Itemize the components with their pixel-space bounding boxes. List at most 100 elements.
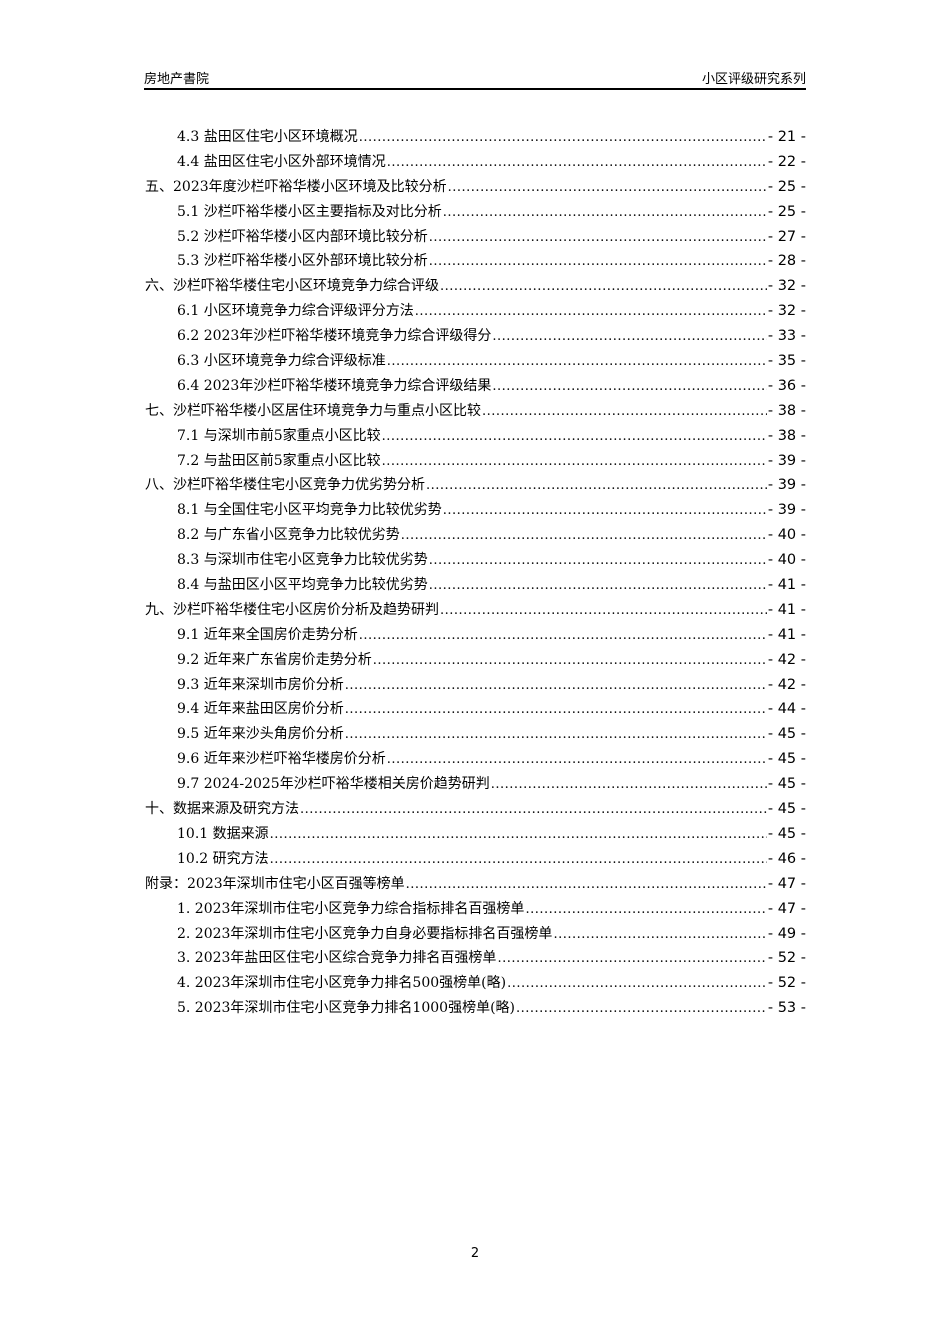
toc-entry-page: - 45 - <box>767 825 806 842</box>
toc-entry[interactable]: 5.3 沙栏吓裕华楼小区外部环境比较分析 - 28 - <box>145 250 806 275</box>
toc-entry[interactable]: 10.1 数据来源 - 45 - <box>145 823 806 848</box>
toc-entry-label: 2. 2023年深圳市住宅小区竞争力自身必要指标排名百强榜单 <box>177 925 553 942</box>
toc-entry[interactable]: 七、沙栏吓裕华楼小区居住环境竞争力与重点小区比较 - 38 - <box>145 400 806 425</box>
dot-leader <box>300 799 767 821</box>
toc-entry-label: 6.2 2023年沙栏吓裕华楼环境竞争力综合评级得分 <box>177 328 492 345</box>
toc-entry[interactable]: 4.3 盐田区住宅小区环境概况 - 21 - <box>145 126 806 151</box>
toc-entry-label: 9.7 2024-2025年沙栏吓裕华楼相关房价趋势研判 <box>177 776 490 793</box>
toc-entry-page: - 45 - <box>767 776 806 793</box>
toc-entry[interactable]: 6.2 2023年沙栏吓裕华楼环境竞争力综合评级得分 - 33 - <box>145 325 806 350</box>
dot-leader <box>415 301 767 323</box>
dot-leader <box>359 127 767 149</box>
table-of-contents: 4.3 盐田区住宅小区环境概况 - 21 - 4.4 盐田区住宅小区外部环境情况 - … <box>145 126 806 1022</box>
toc-entry[interactable]: 2. 2023年深圳市住宅小区竞争力自身必要指标排名百强榜单 - 49 - <box>145 923 806 948</box>
toc-entry[interactable]: 六、沙栏吓裕华楼住宅小区环境竞争力综合评级 - 32 - <box>145 275 806 300</box>
toc-entry[interactable]: 附录：2023年深圳市住宅小区百强等榜单 - 47 - <box>145 873 806 898</box>
toc-entry-page: - 47 - <box>767 900 806 917</box>
dot-leader <box>491 774 767 796</box>
toc-entry[interactable]: 9.7 2024-2025年沙栏吓裕华楼相关房价趋势研判 - 45 - <box>145 773 806 798</box>
dot-leader <box>429 227 767 249</box>
dot-leader <box>373 650 767 672</box>
dot-leader <box>443 202 767 224</box>
toc-entry[interactable]: 五、2023年度沙栏吓裕华楼小区环境及比较分析 - 25 - <box>145 176 806 201</box>
dot-leader <box>382 451 767 473</box>
toc-entry[interactable]: 9.4 近年来盐田区房价分析 - 44 - <box>145 698 806 723</box>
toc-entry[interactable]: 5. 2023年深圳市住宅小区竞争力排名1000强榜单(略) - 53 - <box>145 997 806 1022</box>
toc-entry[interactable]: 十、数据来源及研究方法 - 45 - <box>145 798 806 823</box>
toc-entry[interactable]: 9.1 近年来全国房价走势分析 - 41 - <box>145 624 806 649</box>
dot-leader <box>492 376 767 398</box>
toc-entry[interactable]: 9.5 近年来沙头角房价分析 - 45 - <box>145 723 806 748</box>
toc-entry-label: 4.4 盐田区住宅小区外部环境情况 <box>177 153 386 170</box>
dot-leader <box>406 874 767 896</box>
toc-entry[interactable]: 8.3 与深圳市住宅小区竞争力比较优劣势 - 40 - <box>145 549 806 574</box>
toc-entry-page: - 32 - <box>767 278 806 295</box>
toc-entry-label: 7.2 与盐田区前5家重点小区比较 <box>177 452 381 469</box>
toc-entry[interactable]: 8.2 与广东省小区竞争力比较优劣势 - 40 - <box>145 524 806 549</box>
toc-entry-page: - 27 - <box>767 228 806 245</box>
dot-leader <box>440 600 767 622</box>
toc-entry-label: 3. 2023年盐田区住宅小区综合竞争力排名百强榜单 <box>177 950 497 967</box>
dot-leader <box>507 973 767 995</box>
toc-entry-page: - 41 - <box>767 626 806 643</box>
toc-entry-page: - 47 - <box>767 875 806 892</box>
toc-entry-label: 6.4 2023年沙栏吓裕华楼环境竞争力综合评级结果 <box>177 377 492 394</box>
toc-entry-label: 9.1 近年来全国房价走势分析 <box>177 626 358 643</box>
toc-entry[interactable]: 9.3 近年来深圳市房价分析 - 42 - <box>145 674 806 699</box>
dot-leader <box>429 550 767 572</box>
toc-entry-page: - 21 - <box>767 129 806 145</box>
toc-entry-page: - 52 - <box>767 975 806 992</box>
toc-entry[interactable]: 6.3 小区环境竞争力综合评级标准 - 35 - <box>145 350 806 375</box>
toc-entry[interactable]: 8.1 与全国住宅小区平均竞争力比较优劣势 - 39 - <box>145 499 806 524</box>
toc-entry-label: 9.2 近年来广东省房价走势分析 <box>177 651 372 668</box>
toc-entry-page: - 45 - <box>767 726 806 743</box>
toc-entry[interactable]: 九、沙栏吓裕华楼住宅小区房价分析及趋势研判 - 41 - <box>145 599 806 624</box>
toc-entry[interactable]: 7.2 与盐田区前5家重点小区比较 - 39 - <box>145 450 806 475</box>
toc-entry-page: - 52 - <box>767 950 806 967</box>
toc-entry[interactable]: 6.1 小区环境竞争力综合评级评分方法 - 32 - <box>145 300 806 325</box>
toc-entry-label: 8.3 与深圳市住宅小区竞争力比较优劣势 <box>177 552 428 569</box>
dot-leader <box>492 326 767 348</box>
dot-leader <box>426 475 767 497</box>
dot-leader <box>345 724 767 746</box>
page-number: 2 <box>470 1246 480 1261</box>
toc-entry-page: - 25 - <box>767 203 806 220</box>
dot-leader <box>429 251 767 273</box>
toc-entry-page: - 40 - <box>767 552 806 569</box>
dot-leader <box>401 525 767 547</box>
toc-entry-label: 7.1 与深圳市前5家重点小区比较 <box>177 427 381 444</box>
toc-entry-page: - 45 - <box>767 751 806 768</box>
toc-entry-page: - 42 - <box>767 651 806 668</box>
toc-entry[interactable]: 八、沙栏吓裕华楼住宅小区竞争力优劣势分析 - 39 - <box>145 474 806 499</box>
toc-entry-label: 8.1 与全国住宅小区平均竞争力比较优劣势 <box>177 502 442 519</box>
toc-entry-label: 附录：2023年深圳市住宅小区百强等榜单 <box>145 875 405 892</box>
toc-entry-label: 5. 2023年深圳市住宅小区竞争力排名1000强榜单(略) <box>177 1000 515 1017</box>
toc-entry[interactable]: 8.4 与盐田区小区平均竞争力比较优劣势 - 41 - <box>145 574 806 599</box>
toc-entry[interactable]: 4. 2023年深圳市住宅小区竞争力排名500强榜单(略) - 52 - <box>145 972 806 997</box>
toc-entry-page: - 39 - <box>767 502 806 519</box>
dot-leader <box>497 948 766 970</box>
dot-leader <box>525 899 766 921</box>
toc-entry[interactable]: 1. 2023年深圳市住宅小区竞争力综合指标排名百强榜单 - 47 - <box>145 898 806 923</box>
toc-entry[interactable]: 3. 2023年盐田区住宅小区综合竞争力排名百强榜单 - 52 - <box>145 947 806 972</box>
toc-entry-page: - 41 - <box>767 577 806 594</box>
toc-entry[interactable]: 7.1 与深圳市前5家重点小区比较 - 38 - <box>145 425 806 450</box>
toc-entry[interactable]: 10.2 研究方法 - 46 - <box>145 848 806 873</box>
toc-entry-page: - 46 - <box>767 850 806 867</box>
toc-entry-label: 9.5 近年来沙头角房价分析 <box>177 726 344 743</box>
dot-leader <box>448 177 767 199</box>
toc-entry-label: 10.2 研究方法 <box>177 850 269 867</box>
dot-leader <box>516 998 767 1020</box>
toc-entry[interactable]: 6.4 2023年沙栏吓裕华楼环境竞争力综合评级结果 - 36 - <box>145 375 806 400</box>
toc-entry[interactable]: 9.6 近年来沙栏吓裕华楼房价分析 - 45 - <box>145 748 806 773</box>
toc-entry-label: 9.6 近年来沙栏吓裕华楼房价分析 <box>177 751 386 768</box>
dot-leader <box>553 924 766 946</box>
toc-entry[interactable]: 9.2 近年来广东省房价走势分析 - 42 - <box>145 649 806 674</box>
toc-entry[interactable]: 5.1 沙栏吓裕华楼小区主要指标及对比分析 - 25 - <box>145 201 806 226</box>
toc-entry[interactable]: 5.2 沙栏吓裕华楼小区内部环境比较分析 - 27 - <box>145 226 806 251</box>
dot-leader <box>482 401 767 423</box>
toc-entry[interactable]: 4.4 盐田区住宅小区外部环境情况 - 22 - <box>145 151 806 176</box>
toc-entry-label: 5.2 沙栏吓裕华楼小区内部环境比较分析 <box>177 228 428 245</box>
toc-entry-page: - 35 - <box>767 353 806 370</box>
dot-leader <box>270 849 767 871</box>
